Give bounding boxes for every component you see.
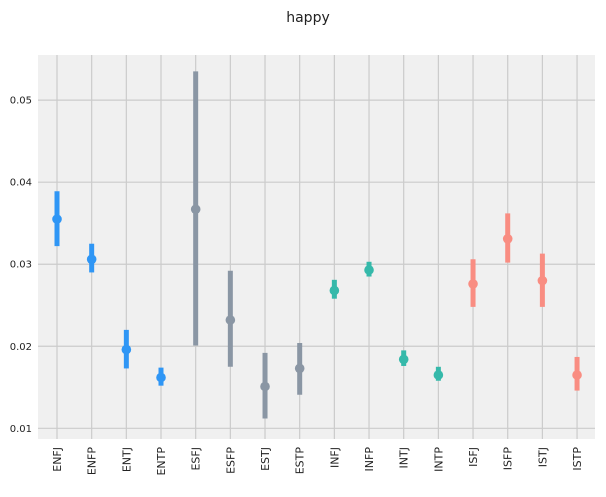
x-tick-label: ESTJ: [259, 447, 272, 471]
x-tick-label: ENTJ: [120, 447, 133, 472]
y-tick-label: 0.05: [10, 96, 32, 107]
x-tick-label: ENFJ: [51, 447, 64, 472]
mean-point-enfj: [52, 214, 62, 224]
x-tick-label: ISFP: [502, 447, 515, 471]
x-tick-label: ESTP: [294, 447, 307, 475]
mean-point-estj: [260, 381, 270, 392]
mean-point-entj: [121, 344, 132, 355]
mean-point-istj: [537, 275, 548, 286]
x-axis-ticks: ENFJ ENFP ENTJ ENTP ESFJ ESFP ESTJ ESTP INFJ INFP…: [51, 447, 584, 476]
x-tick-label: ESFJ: [190, 447, 203, 471]
y-tick-label: 0.03: [10, 260, 32, 271]
plot-background: [38, 55, 595, 439]
mean-point-estp: [294, 363, 305, 374]
mean-point-infp: [364, 265, 374, 275]
mean-point-esfj: [190, 204, 201, 215]
x-tick-label: ISFJ: [467, 447, 480, 467]
x-tick-label: ENTP: [155, 447, 168, 476]
mean-point-isfp: [502, 233, 513, 244]
y-tick-label: 0.01: [10, 424, 32, 435]
x-tick-label: INFJ: [328, 447, 341, 468]
mean-point-infj: [329, 285, 340, 296]
x-tick-label: INFP: [363, 447, 376, 472]
x-tick-label: ISTP: [571, 447, 584, 471]
x-tick-label: INTJ: [398, 447, 411, 468]
mean-point-intp: [433, 370, 444, 380]
mean-point-entp: [156, 372, 166, 383]
chart-title: happy: [286, 10, 330, 26]
mean-point-isfj: [468, 279, 478, 289]
y-tick-label: 0.02: [10, 342, 32, 353]
y-tick-label: 0.04: [10, 178, 32, 189]
x-tick-label: ISTJ: [536, 447, 549, 467]
mean-points: [52, 204, 582, 392]
x-tick-label: ESFP: [224, 447, 237, 474]
mean-point-istp: [572, 370, 582, 380]
y-axis-ticks: 0.01 0.02 0.03 0.04 0.05: [10, 96, 32, 435]
x-tick-label: ENFP: [86, 447, 99, 476]
mean-point-intj: [398, 354, 409, 365]
mean-point-enfp: [86, 254, 97, 265]
mean-point-esfp: [225, 315, 236, 325]
x-tick-label: INTP: [432, 447, 445, 472]
